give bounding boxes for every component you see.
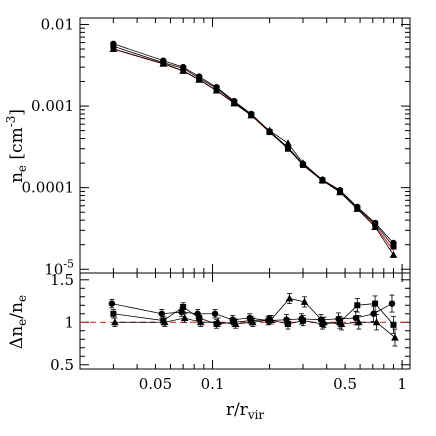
data-point-triangle (230, 99, 238, 107)
data-point-triangle (180, 314, 189, 322)
data-point-triangle (111, 318, 119, 326)
data-point-triangle (336, 188, 344, 196)
data-point-circle (211, 310, 219, 317)
y-tick-label: 0.5 (50, 356, 74, 374)
ylabel-unit-sup: -3 (4, 116, 18, 128)
bottom-panel-ticks: 0.05 0.1 0.5 1 1.5 1 0.5 (50, 271, 410, 393)
data-point-square (354, 302, 361, 309)
ylabel2-sub2: e (15, 295, 29, 302)
y-tick-label-sup: -5 (63, 257, 74, 270)
ylabel-unit-close: ] (7, 109, 27, 116)
data-point-triangle (265, 126, 274, 134)
top-panel-ticks: 0.01 0.001 0.0001 10-5 (22, 15, 410, 278)
y-tick-label: 10-5 (44, 257, 74, 278)
data-point-square (231, 319, 238, 326)
data-point-triangle (318, 176, 327, 184)
data-point-square (180, 303, 187, 310)
x-tick-label: 1 (397, 375, 407, 393)
ylabel2-sub: e (15, 319, 29, 326)
data-point-triangle (109, 45, 118, 53)
top-panel-frame (79, 17, 411, 274)
reference-line (113, 48, 394, 251)
xlabel-sub: vir (247, 408, 265, 422)
xlabel-base: r/r (226, 400, 249, 420)
data-point-circle (108, 300, 116, 307)
data-point-square (248, 317, 255, 324)
x-tick-label: 0.1 (201, 375, 225, 393)
data-point-triangle (212, 86, 221, 94)
ylabel2-base: Δn (7, 326, 27, 349)
ylabel-unit: [cm (7, 127, 27, 159)
y-tick-label: 1 (64, 313, 74, 331)
data-point-square (390, 243, 397, 250)
data-point-circle (388, 300, 396, 307)
data-point-triangle (337, 319, 346, 327)
data-point-square (372, 300, 379, 307)
data-point-square (160, 317, 167, 324)
series-line-square (113, 45, 394, 247)
x-tick-label: 0.5 (333, 375, 357, 393)
reference-line-solid (113, 48, 394, 251)
data-point-square (390, 321, 397, 328)
x-axis-label: r/rvir (226, 400, 265, 422)
data-point-triangle (300, 297, 309, 305)
data-point-triangle (161, 318, 169, 326)
ylabel2-slash: /n (7, 302, 27, 319)
data-point-triangle (320, 318, 328, 326)
data-point-square (284, 145, 291, 152)
data-point-triangle (195, 75, 203, 83)
series-line-triangle (113, 48, 394, 256)
data-point-triangle (267, 315, 275, 323)
data-point-triangle (196, 318, 205, 326)
top-y-axis-label: ne [cm-3] (4, 109, 29, 183)
y-tick-label-base: 10 (44, 260, 63, 278)
y-tick-label: 0.0001 (22, 179, 75, 197)
data-point-triangle (159, 59, 168, 67)
ylabel-base: n (7, 172, 27, 183)
data-point-triangle (214, 318, 222, 326)
bottom-y-axis-label: Δne/ne (7, 295, 29, 349)
data-point-triangle (354, 318, 363, 326)
data-point-circle (352, 314, 359, 322)
y-tick-label: 0.001 (31, 97, 74, 115)
data-point-square (284, 320, 291, 327)
data-point-triangle (372, 318, 381, 326)
data-point-circle (158, 310, 166, 317)
data-point-triangle (371, 222, 379, 230)
data-point-triangle (179, 66, 187, 74)
data-point-triangle (284, 139, 292, 147)
bottom-panel-frame (79, 272, 411, 370)
data-point-square (300, 317, 307, 324)
ylabel-sub: e (15, 165, 29, 172)
data-point-triangle (285, 294, 294, 302)
x-tick-label: 0.05 (139, 375, 172, 393)
data-point-triangle (389, 250, 398, 258)
bottom-panel-plot (80, 292, 410, 347)
data-point-triangle (391, 333, 399, 341)
series-line-circle (113, 43, 394, 244)
data-point-circle (370, 310, 377, 317)
top-panel-plot (109, 40, 398, 258)
data-point-triangle (231, 319, 240, 327)
data-point-triangle (353, 204, 362, 212)
data-point-triangle (299, 159, 307, 167)
data-point-triangle (247, 111, 256, 119)
y-tick-label: 0.01 (41, 15, 74, 33)
y-tick-label: 1.5 (50, 271, 74, 289)
data-point-triangle (248, 318, 257, 326)
data-point-square (110, 310, 117, 317)
data-point-square (336, 319, 343, 326)
